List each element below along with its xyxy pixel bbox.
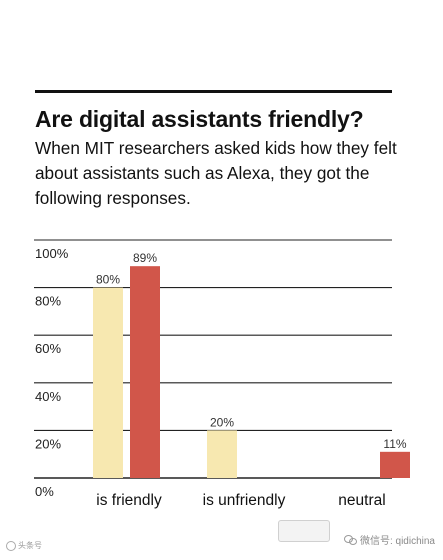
data-label: 80% [96,273,120,287]
watermark-badge [277,520,330,542]
data-label: 20% [210,415,234,429]
data-label: 11% [383,437,406,451]
bar [130,266,160,478]
x-tick-label: neutral [338,492,385,509]
source-mark-label: 头条号 [18,541,42,550]
x-tick-label: is unfriendly [203,492,286,509]
x-tick-label: is friendly [96,492,162,509]
watermark: 微信号: qidichina [277,520,435,550]
source-mark: 头条号 [6,540,42,551]
chart-title: Are digital assistants friendly? [35,106,364,132]
bar [380,451,410,478]
y-tick-label: 100% [35,246,69,261]
data-label: 89% [133,251,157,265]
bar [93,287,123,478]
wechat-icon [343,534,357,545]
y-tick-label: 20% [35,436,61,451]
top-rule [35,90,392,93]
y-tick-label: 40% [35,389,61,404]
source-mark-icon [6,540,16,551]
y-tick-label: 60% [35,341,61,356]
watermark-label: 微信号: qidichina [359,535,435,547]
y-tick-label: 80% [35,294,61,309]
chart-subtitle: When MIT researchers asked kids how they… [35,138,397,208]
bar [207,430,237,478]
y-tick-label: 0% [35,484,54,499]
